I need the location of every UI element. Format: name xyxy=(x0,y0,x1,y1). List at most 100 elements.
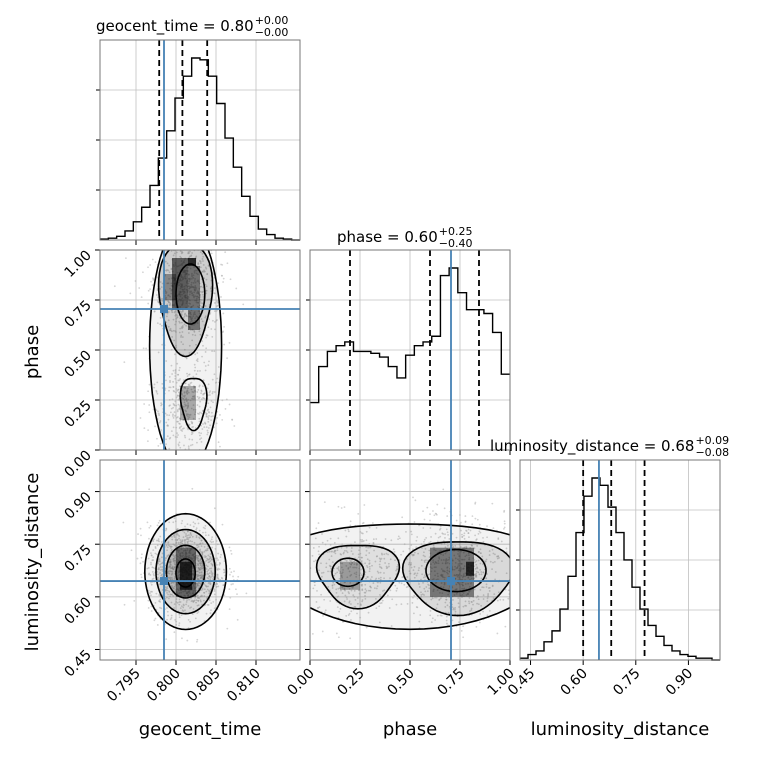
scatter-point xyxy=(211,575,213,578)
scatter-point xyxy=(204,411,207,414)
scatter-point xyxy=(191,328,194,331)
scatter-point xyxy=(183,391,186,393)
scatter-point xyxy=(429,566,432,569)
scatter-point xyxy=(368,559,371,562)
scatter-point xyxy=(464,515,467,517)
scatter-point xyxy=(183,444,185,447)
scatter-point xyxy=(199,400,202,403)
scatter-point xyxy=(165,291,168,294)
scatter-point xyxy=(451,606,454,609)
scatter-point xyxy=(494,578,497,581)
scatter-point xyxy=(420,564,423,567)
scatter-point xyxy=(377,577,380,580)
scatter-point xyxy=(463,595,465,598)
scatter-point xyxy=(200,437,203,439)
scatter-point xyxy=(193,280,196,282)
scatter-point xyxy=(176,592,179,595)
scatter-point xyxy=(505,547,508,550)
scatter-point xyxy=(379,581,382,584)
scatter-point xyxy=(197,574,200,577)
scatter-point xyxy=(370,586,372,589)
scatter-point xyxy=(196,518,199,521)
scatter-point xyxy=(422,510,424,513)
scatter-point xyxy=(181,430,184,432)
scatter-point xyxy=(432,588,435,591)
scatter-point xyxy=(193,541,196,544)
scatter-point xyxy=(373,549,375,552)
scatter-point xyxy=(196,391,199,393)
scatter-point xyxy=(306,576,308,578)
scatter-point xyxy=(340,572,343,575)
scatter-point xyxy=(214,328,216,331)
scatter-point xyxy=(167,544,170,547)
scatter-point xyxy=(475,570,478,573)
scatter-point xyxy=(186,455,188,457)
scatter-point xyxy=(418,567,420,569)
scatter-point xyxy=(467,528,470,531)
scatter-point xyxy=(353,563,356,566)
scatter-point xyxy=(434,549,437,552)
scatter-point xyxy=(167,614,169,617)
scatter-point xyxy=(359,531,362,533)
scatter-point xyxy=(412,496,414,499)
scatter-point xyxy=(216,576,219,579)
scatter-point xyxy=(194,427,197,429)
scatter-point xyxy=(190,388,193,391)
scatter-point xyxy=(194,284,197,287)
scatter-point xyxy=(193,312,196,314)
scatter-point xyxy=(140,573,143,576)
scatter-point xyxy=(204,584,207,587)
scatter-point xyxy=(153,386,156,389)
scatter-point xyxy=(126,245,128,247)
scatter-point xyxy=(203,421,206,424)
scatter-point xyxy=(179,446,182,449)
scatter-point xyxy=(433,563,436,565)
scatter-point xyxy=(478,573,481,576)
scatter-point xyxy=(376,585,379,588)
scatter-point xyxy=(318,553,321,556)
scatter-point xyxy=(455,519,458,522)
scatter-point xyxy=(199,599,202,602)
scatter-point xyxy=(387,553,389,556)
scatter-point xyxy=(424,555,426,558)
scatter-point xyxy=(535,568,537,570)
scatter-point xyxy=(368,568,371,570)
scatter-point xyxy=(176,416,179,418)
scatter-point xyxy=(166,414,168,416)
contour-line xyxy=(155,528,216,615)
scatter-point xyxy=(204,365,207,367)
hist-bar xyxy=(183,76,191,240)
scatter-point xyxy=(207,408,210,411)
scatter-point xyxy=(367,611,370,614)
scatter-point xyxy=(179,255,182,258)
scatter-point xyxy=(312,547,315,549)
scatter-point xyxy=(172,329,175,332)
scatter-point xyxy=(182,546,184,549)
scatter-point xyxy=(187,251,190,253)
scatter-point xyxy=(197,302,200,304)
scatter-point xyxy=(170,577,173,579)
scatter-point xyxy=(192,282,195,284)
scatter-point xyxy=(160,429,162,431)
scatter-point xyxy=(194,334,197,337)
scatter-point xyxy=(194,596,197,599)
scatter-point xyxy=(159,566,162,568)
scatter-point xyxy=(209,556,212,559)
scatter-point xyxy=(166,312,169,315)
scatter-point xyxy=(176,539,178,542)
scatter-point xyxy=(340,546,343,549)
scatter-point xyxy=(482,563,484,566)
scatter-point xyxy=(159,563,161,566)
scatter-point xyxy=(333,574,336,577)
scatter-point xyxy=(353,560,355,563)
scatter-point xyxy=(191,613,194,615)
scatter-point xyxy=(395,589,398,592)
scatter-point xyxy=(175,623,178,626)
scatter-point xyxy=(169,329,172,332)
scatter-point xyxy=(457,574,460,577)
scatter-point xyxy=(187,417,190,420)
hist-bar xyxy=(125,231,133,240)
scatter-point xyxy=(462,588,465,590)
scatter-point xyxy=(366,558,369,561)
scatter-point xyxy=(154,617,157,620)
